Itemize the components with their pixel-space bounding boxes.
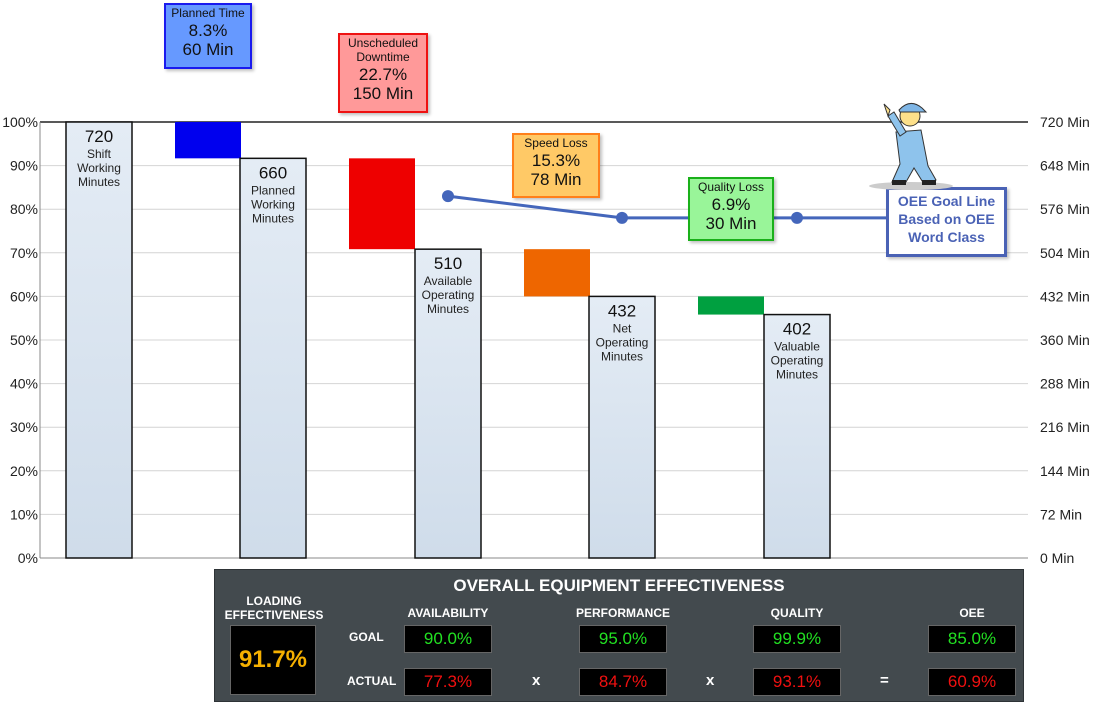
bar-value-label: 510	[434, 254, 462, 273]
bar-category-label: Working	[251, 197, 295, 211]
left-axis-tick: 100%	[2, 114, 38, 130]
callout-percent: 22.7%	[358, 64, 408, 84]
goal-value: 99.9%	[753, 625, 841, 653]
bar-value-label: 402	[783, 320, 811, 339]
bar-category-label: Operating	[422, 288, 475, 302]
left-axis-tick: 30%	[10, 419, 38, 435]
bar-category-label: Operating	[596, 335, 649, 349]
bar-category-label: Working	[77, 161, 121, 175]
total-bar	[414, 248, 482, 559]
bar-category-label: Minutes	[601, 349, 643, 363]
goal-point	[442, 190, 454, 203]
operator-symbol: =	[880, 672, 889, 689]
loss-callout: Speed Loss 15.3% 78 Min	[512, 133, 600, 198]
loss-callout: Quality Loss 6.9% 30 Min	[688, 177, 774, 241]
total-bar	[239, 157, 307, 559]
actual-value: 93.1%	[753, 668, 841, 696]
right-axis-tick: 720 Min	[1040, 114, 1090, 130]
right-axis-tick: 0 Min	[1040, 550, 1074, 565]
right-axis-tick: 432 Min	[1040, 288, 1090, 304]
column-label: AVAILABILITY	[407, 606, 489, 620]
bar-value-label: 720	[85, 127, 113, 146]
goal-row-label: GOAL	[349, 630, 384, 644]
callout-minutes: 60 Min	[182, 40, 234, 60]
loading-effectiveness-label: LOADING EFFECTIVENESS	[224, 594, 324, 622]
goal-line	[447, 194, 886, 220]
callout-percent: 6.9%	[711, 194, 751, 214]
loss-callout: Planned Time 8.3% 60 Min	[164, 3, 252, 69]
right-axis-tick: 72 Min	[1040, 506, 1082, 522]
column-label: PERFORMANCE	[575, 606, 670, 620]
goal-point	[616, 211, 628, 224]
left-axis-tick: 40%	[10, 376, 38, 392]
goal-value: 90.0%	[404, 625, 492, 653]
right-axis-tick: 504 Min	[1040, 245, 1090, 261]
callout-title: Speed Loss	[524, 136, 588, 150]
bar-category-label: Shift	[87, 147, 112, 161]
bar-category-label: Net	[613, 321, 632, 335]
right-axis-tick: 144 Min	[1040, 463, 1090, 479]
actual-value: 77.3%	[404, 668, 492, 696]
loss-bar	[698, 296, 764, 315]
callout-title: Unscheduled Downtime	[347, 36, 419, 64]
total-bar	[65, 121, 133, 559]
goal-value: 95.0%	[579, 625, 667, 653]
oee-summary-panel: OVERALL EQUIPMENT EFFECTIVENESS LOADING E…	[214, 569, 1024, 702]
bar-category-label: Minutes	[252, 211, 294, 225]
callout-title: Quality Loss	[697, 180, 765, 194]
column-label: QUALITY	[770, 606, 824, 620]
panel-title: OVERALL EQUIPMENT EFFECTIVENESS	[453, 576, 785, 595]
chart-svg: 0% 0 Min 10% 72 Min 20% 144 Min 30% 216 Min 40% 2…	[2, 114, 1090, 566]
left-axis-tick: 80%	[10, 201, 38, 217]
operator-symbol: x	[532, 672, 541, 689]
loading-effectiveness-value: 91.7%	[230, 625, 316, 695]
total-bar	[763, 313, 831, 559]
callout-minutes: 78 Min	[530, 170, 582, 190]
bar-category-label: Valuable	[774, 340, 820, 354]
left-axis-tick: 70%	[10, 245, 38, 261]
right-axis-tick: 216 Min	[1040, 419, 1090, 435]
left-axis-tick: 0%	[18, 550, 38, 565]
loss-callout: Unscheduled Downtime 22.7% 150 Min	[338, 33, 428, 113]
bar-category-label: Minutes	[776, 368, 818, 382]
callout-minutes: 30 Min	[705, 214, 757, 234]
actual-value: 84.7%	[579, 668, 667, 696]
bar-category-label: Operating	[771, 354, 824, 368]
loss-bar	[175, 122, 241, 159]
callout-percent: 8.3%	[188, 20, 228, 40]
left-axis-tick: 50%	[10, 332, 38, 348]
right-axis-tick: 576 Min	[1040, 201, 1090, 217]
callout-minutes: 150 Min	[352, 84, 414, 104]
left-axis-tick: 90%	[10, 158, 38, 174]
bar-value-label: 432	[608, 301, 636, 320]
bar-category-label: Minutes	[427, 302, 469, 316]
bar-category-label: Planned	[251, 183, 295, 197]
goal-point	[791, 211, 803, 224]
right-axis-tick: 288 Min	[1040, 376, 1090, 392]
right-axis-tick: 648 Min	[1040, 158, 1090, 174]
column-label: OEE	[959, 606, 985, 620]
goal-value: 85.0%	[928, 625, 1016, 653]
bar-value-label: 660	[259, 163, 287, 182]
callout-title: Planned Time	[171, 6, 245, 20]
goal-line-label: OEE Goal Line Based on OEE Word Class	[886, 187, 1007, 257]
callout-percent: 15.3%	[531, 150, 581, 170]
actual-value: 60.9%	[928, 668, 1016, 696]
worker-pointing-illustration	[869, 103, 953, 190]
actual-row-label: ACTUAL	[347, 674, 397, 688]
loss-bar	[349, 158, 415, 250]
bar-category-label: Minutes	[78, 175, 120, 189]
bar-category-label: Available	[424, 274, 473, 288]
total-bar	[588, 295, 656, 559]
right-axis-tick: 360 Min	[1040, 332, 1090, 348]
left-axis-tick: 60%	[10, 288, 38, 304]
left-axis-tick: 10%	[10, 506, 38, 522]
operator-symbol: x	[706, 672, 715, 689]
left-axis-tick: 20%	[10, 463, 38, 479]
loss-bar	[524, 249, 590, 297]
